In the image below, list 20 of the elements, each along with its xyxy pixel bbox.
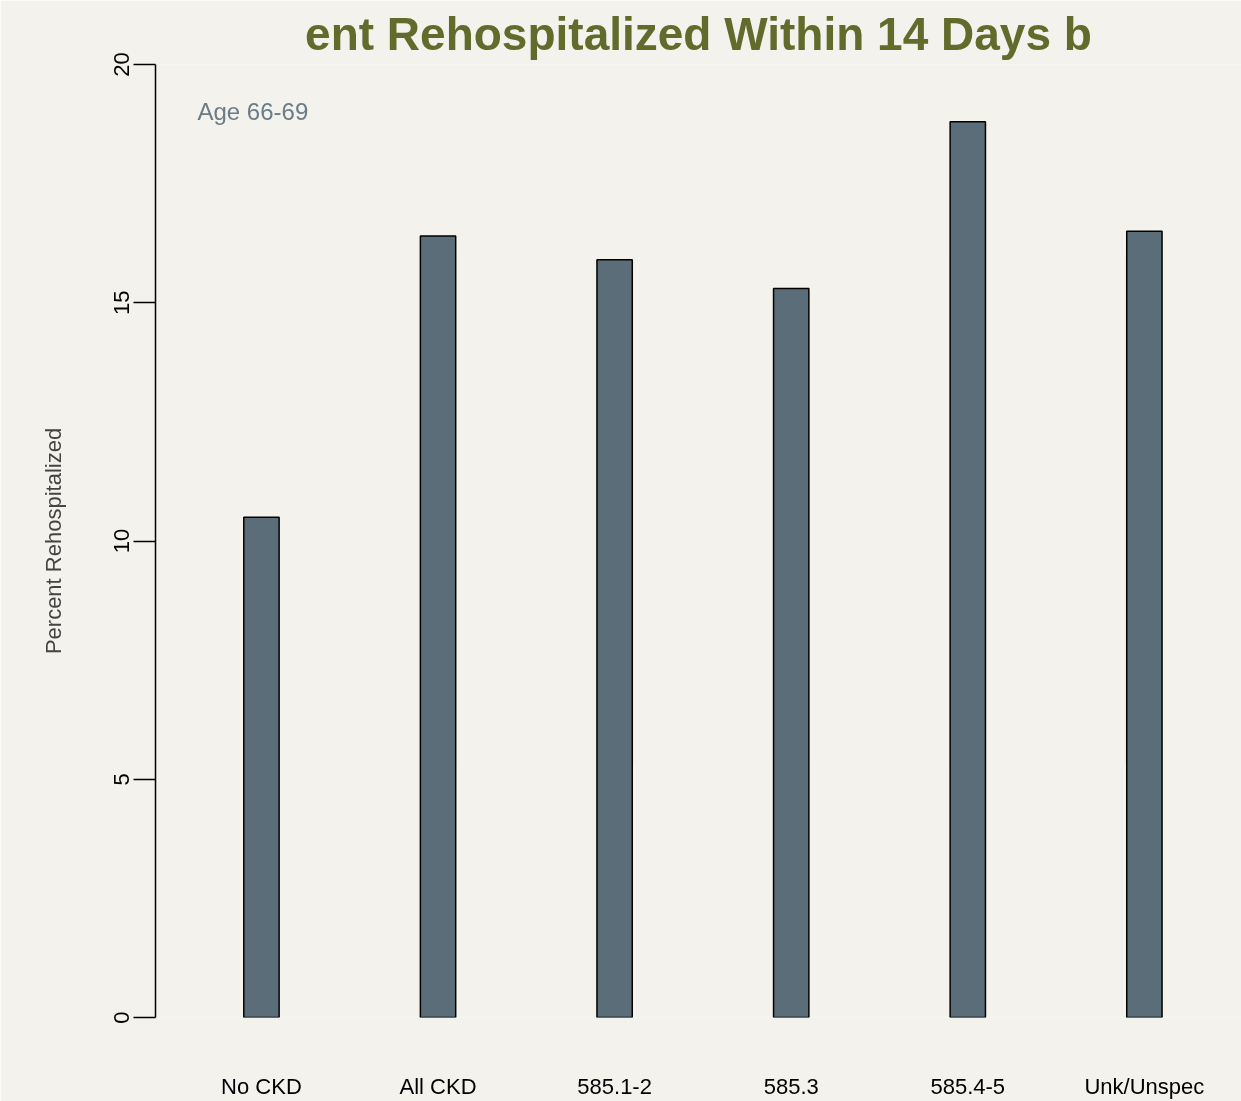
bar: [772, 287, 810, 1018]
x-tick-label: 585.1-2: [577, 1073, 652, 1099]
y-axis-title: Percent Rehospitalized: [40, 427, 66, 655]
bar: [1125, 230, 1163, 1018]
x-tick-label: 585.3: [763, 1073, 819, 1099]
y-tick-label: 10: [108, 528, 134, 554]
y-tick-label: 0: [108, 1011, 134, 1024]
x-tick-label: No CKD: [221, 1073, 302, 1099]
x-tick-label: Unk/Unspec: [1084, 1073, 1205, 1099]
y-tick-label: 20: [108, 52, 134, 77]
y-tick-label: 15: [108, 290, 134, 315]
bar: [419, 235, 457, 1018]
bar: [949, 120, 987, 1018]
x-tick-label: All CKD: [399, 1073, 477, 1099]
bar: [243, 516, 280, 1018]
annotation: Age 66-69: [197, 97, 309, 125]
y-tick-label: 5: [108, 773, 134, 786]
x-tick-label: 585.4-5: [930, 1073, 1006, 1099]
chart-title: ent Rehospitalized Within 14 Days b: [305, 7, 1092, 60]
bar: [596, 259, 634, 1018]
